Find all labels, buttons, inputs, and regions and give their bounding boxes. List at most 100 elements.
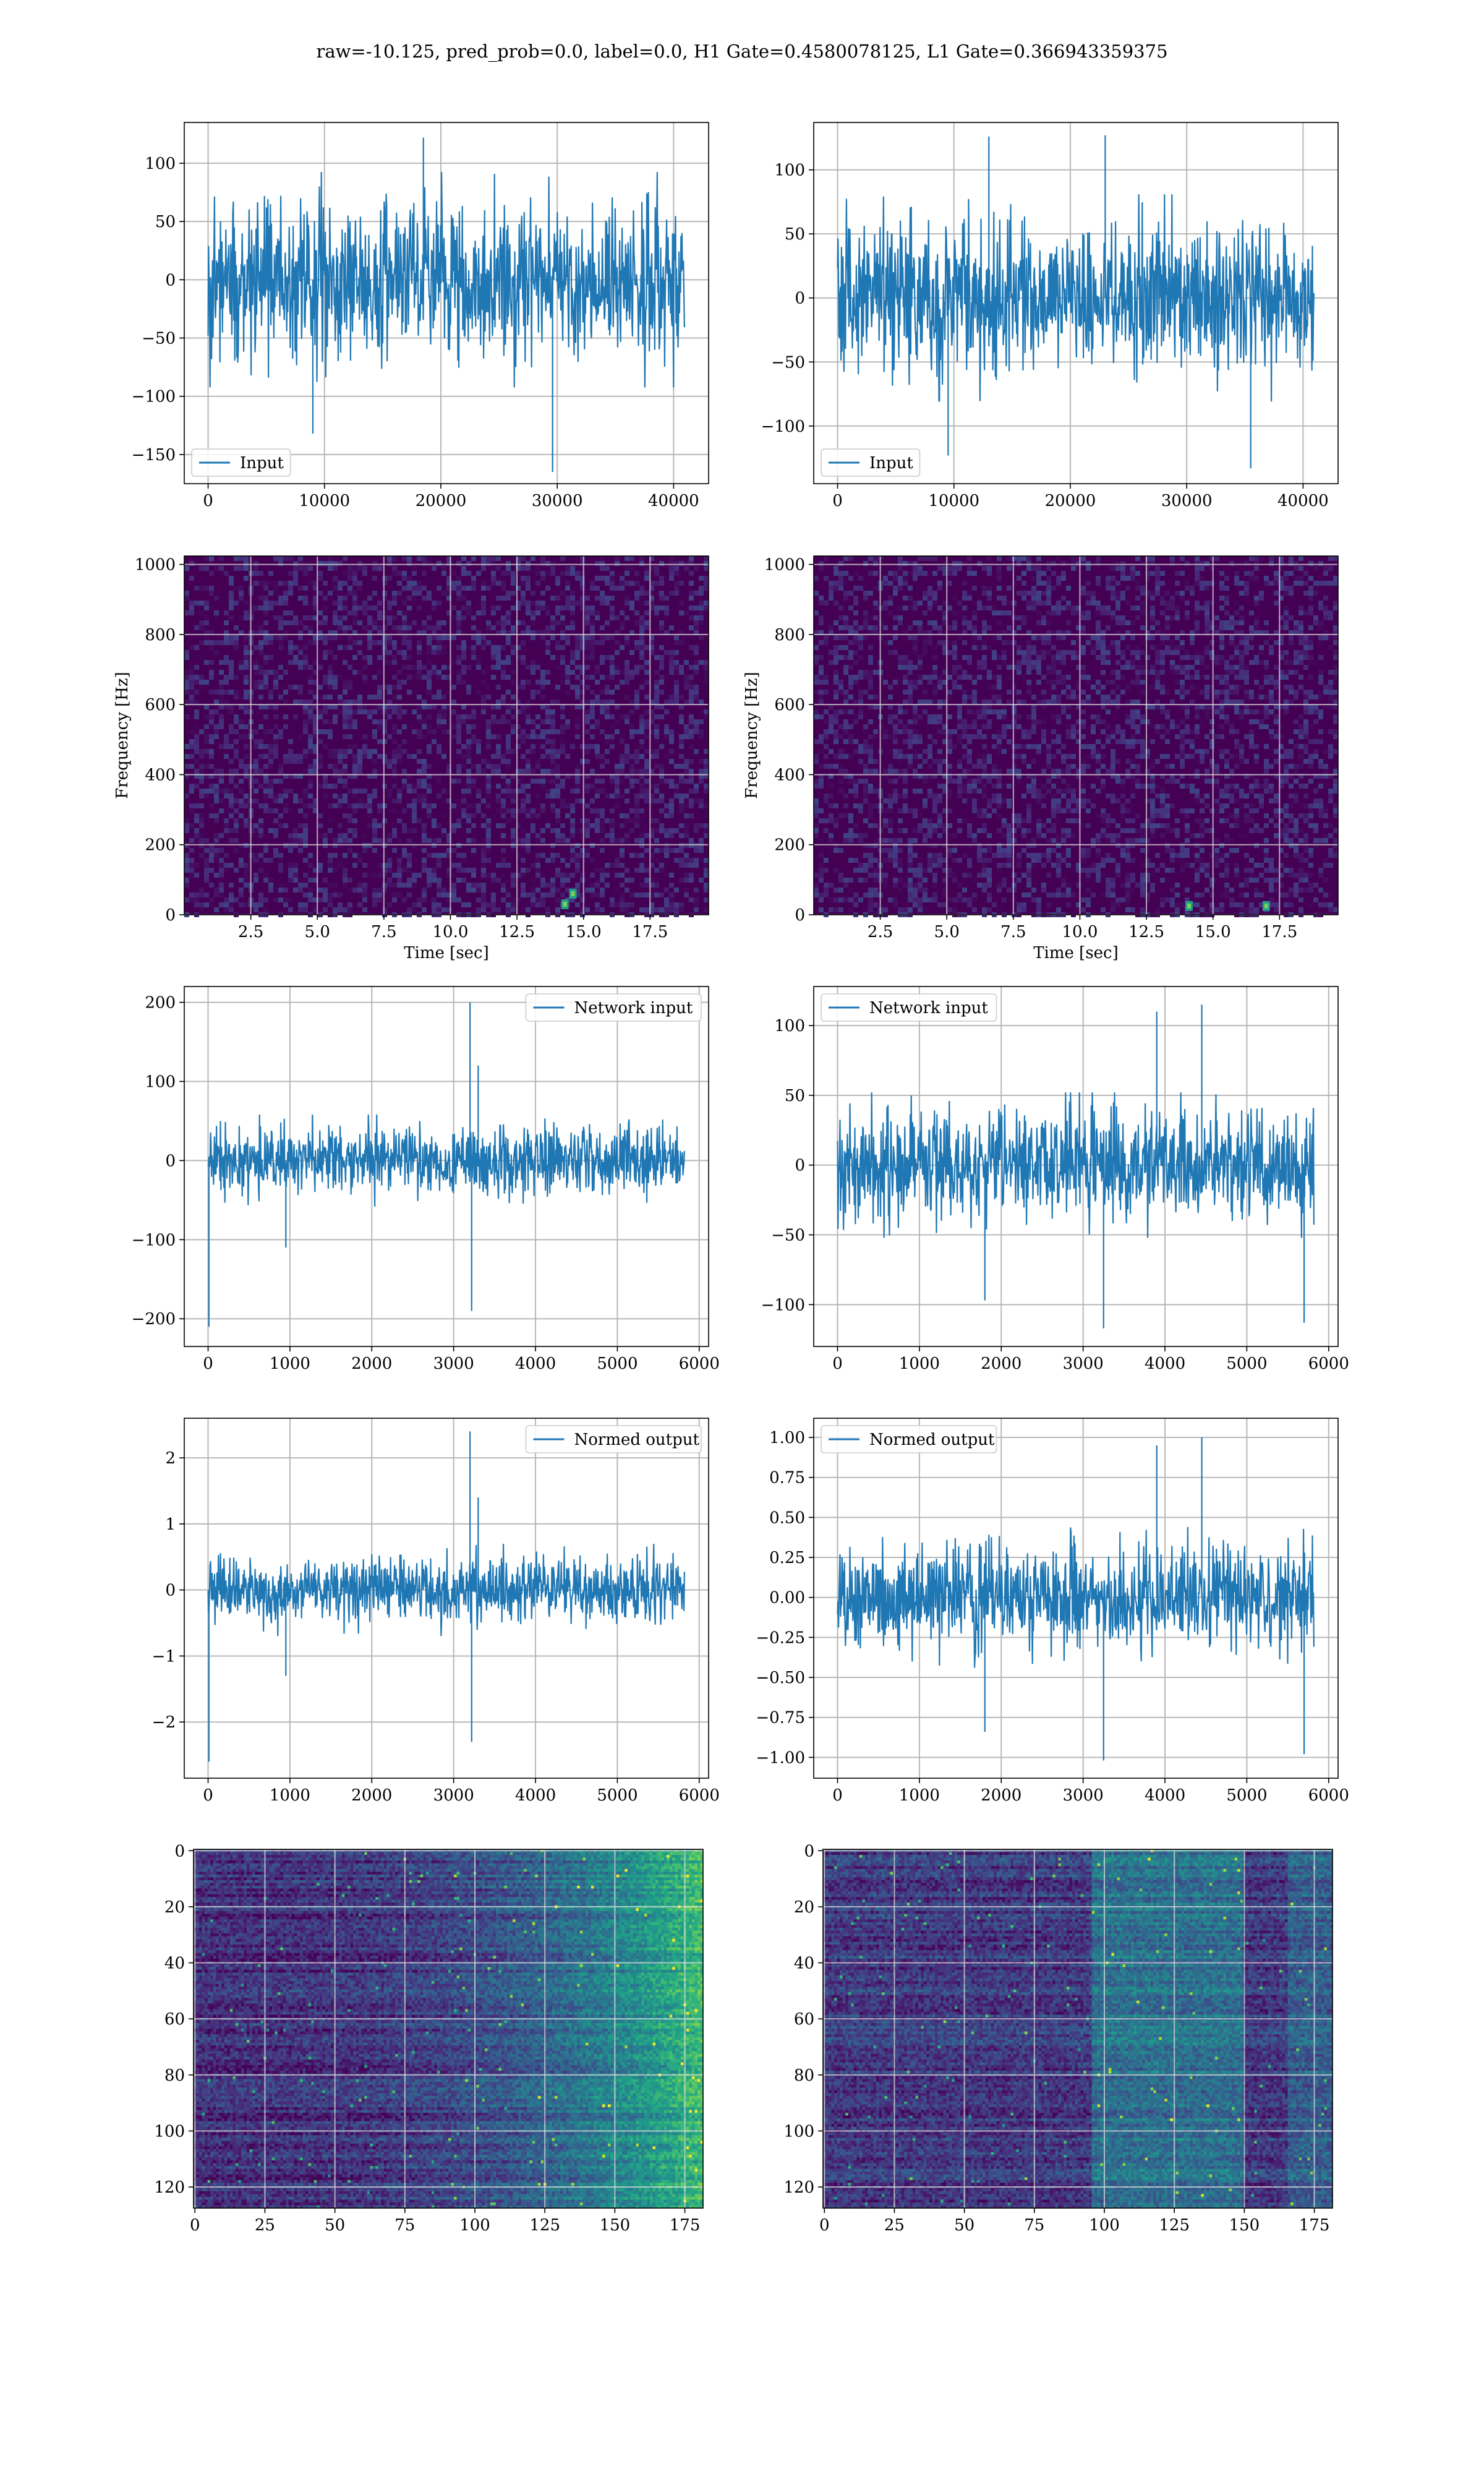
y-tick-label: 400 xyxy=(774,766,805,784)
x-tick-label: 5000 xyxy=(1226,1786,1267,1805)
heatmap-image xyxy=(823,1849,1333,2209)
x-tick-label: 1000 xyxy=(899,1786,940,1805)
x-tick-label: 2000 xyxy=(981,1786,1021,1805)
y-tick-label: 0 xyxy=(165,1152,176,1170)
x-tick-label: 2.5 xyxy=(868,923,893,941)
x-tick-label: 0 xyxy=(832,1786,843,1805)
x-tick-label: 3000 xyxy=(433,1355,474,1373)
y-tick-label: 400 xyxy=(145,766,176,784)
axes-frame xyxy=(813,1418,1339,1779)
y-tick-label: 0.00 xyxy=(769,1589,805,1607)
axes-frame xyxy=(813,986,1339,1347)
x-tick-label: 5000 xyxy=(597,1786,638,1805)
x-tick-label: 30000 xyxy=(532,492,583,510)
x-tick-label: 7.5 xyxy=(1000,923,1026,941)
series-line xyxy=(207,1543,685,1637)
y-tick-label: 800 xyxy=(774,626,805,644)
y-tick-label: −50 xyxy=(771,353,805,372)
input-h1-chart: 0 10000 20000 30000 40000 −150 −100 −50 0 50 100 In… xyxy=(132,122,709,510)
x-tick-label: 20000 xyxy=(1045,492,1096,510)
x-tick-label: 0 xyxy=(819,2216,830,2235)
x-tick-label: 5.0 xyxy=(934,923,960,941)
y-tick-label: 40 xyxy=(794,1954,814,1973)
y-tick-label: 0.50 xyxy=(769,1509,805,1527)
y-tick-label: 0 xyxy=(804,1842,814,1860)
y-tick-label: 0 xyxy=(165,906,176,925)
input-h1-svg: 0 10000 20000 30000 40000 −150 −100 −50 0 50 100 In… xyxy=(132,122,709,510)
heatmap-image xyxy=(194,1849,704,2209)
x-tick-label: 20000 xyxy=(416,492,467,510)
input-l1-svg: 0 10000 20000 30000 40000 −100 −50 0 50 100 Input xyxy=(761,122,1339,510)
x-tick-label: 3000 xyxy=(433,1786,474,1805)
y-tick-label: 0 xyxy=(795,906,805,925)
x-tick-label: 1000 xyxy=(270,1786,310,1805)
spectrogram-l1-chart: 2.5 5.0 7.5 10.0 12.5 15.0 17.5 0 200 400 600 800 10… xyxy=(743,555,1339,962)
legend-label: Input xyxy=(240,454,284,473)
normed-output-l1-chart: 0 1000 2000 3000 4000 5000 6000 −1.00 −0.75 −0.50… xyxy=(756,1418,1349,1805)
x-tick-label: 2000 xyxy=(981,1355,1021,1373)
x-tick-label: 100 xyxy=(1089,2216,1120,2235)
x-tick-label: 25 xyxy=(884,2216,905,2235)
network-input-l1-chart: 0 1000 2000 3000 4000 5000 6000 −100 −50 0 50 100 Ne… xyxy=(761,986,1349,1373)
net-l1-svg: 0 1000 2000 3000 4000 5000 6000 −100 −50 0 50 100 Ne… xyxy=(761,986,1349,1373)
feat-l1-svg: 0 25 50 75 100 125 150 175 0 20 40 60 80 100 120 xyxy=(783,1842,1333,2235)
norm-h1-svg: 0 1000 2000 3000 4000 5000 6000 −2 −1 0 1 2 Normed o… xyxy=(152,1418,720,1805)
x-tick-label: 100 xyxy=(459,2216,490,2235)
y-tick-label: 0 xyxy=(795,289,805,308)
x-tick-label: 40000 xyxy=(1277,492,1329,510)
x-tick-label: 75 xyxy=(1024,2216,1044,2235)
x-tick-label: 2000 xyxy=(351,1355,392,1373)
x-tick-label: 1000 xyxy=(899,1355,940,1373)
x-tick-label: 7.5 xyxy=(371,923,396,941)
y-tick-label: 50 xyxy=(785,1087,805,1105)
y-tick-label: 0.75 xyxy=(769,1469,805,1487)
y-tick-label: 100 xyxy=(154,2122,185,2141)
series-line xyxy=(207,1114,685,1207)
y-tick-label: −200 xyxy=(132,1310,176,1329)
y-tick-label: 60 xyxy=(164,2010,185,2029)
x-tick-label: 10000 xyxy=(299,492,350,510)
y-tick-label: −50 xyxy=(142,330,176,348)
feature-map-h1-chart: 0 25 50 75 100 125 150 175 0 20 40 60 80 100 120 xyxy=(154,1842,704,2235)
axes-frame xyxy=(813,555,1339,915)
y-tick-label: 1000 xyxy=(764,556,805,575)
y-tick-label: 100 xyxy=(774,161,805,180)
y-tick-label: 50 xyxy=(785,225,805,244)
x-axis-label: Time [sec] xyxy=(404,944,489,962)
y-tick-label: −1.00 xyxy=(756,1748,805,1767)
y-tick-label: 120 xyxy=(783,2178,814,2197)
net-h1-svg: 0 1000 2000 3000 4000 5000 6000 −200 −100 0 100 200… xyxy=(132,986,720,1373)
figure-title: raw=-10.125, pred_prob=0.0, label=0.0, H… xyxy=(0,41,1484,62)
y-tick-label: 0 xyxy=(165,1582,176,1600)
x-tick-label: 1000 xyxy=(270,1355,310,1373)
grid-lines xyxy=(823,1849,1333,2208)
y-tick-label: −0.25 xyxy=(756,1629,805,1647)
y-tick-label: 50 xyxy=(155,213,176,231)
y-tick-label: 80 xyxy=(164,2066,185,2085)
x-tick-label: 150 xyxy=(600,2216,631,2235)
x-tick-label: 3000 xyxy=(1063,1355,1104,1373)
axes-frame xyxy=(822,1849,1333,2209)
series-line xyxy=(837,1526,1315,1668)
axes-frame xyxy=(184,1418,709,1779)
y-tick-label: 0 xyxy=(174,1842,185,1860)
x-tick-label: 0 xyxy=(190,2216,200,2235)
x-tick-label: 75 xyxy=(394,2216,415,2235)
legend-label: Normed output xyxy=(869,1431,995,1449)
x-tick-label: 0 xyxy=(203,1786,213,1805)
x-tick-label: 17.5 xyxy=(1261,923,1297,941)
series-line xyxy=(837,194,1315,402)
legend: Normed output xyxy=(821,1425,997,1453)
y-tick-label: 100 xyxy=(145,155,176,173)
x-tick-label: 40000 xyxy=(648,492,699,510)
axes-frame xyxy=(184,122,709,484)
grid-lines xyxy=(814,556,1338,915)
x-tick-label: 17.5 xyxy=(632,923,668,941)
x-tick-label: 150 xyxy=(1229,2216,1260,2235)
x-tick-label: 50 xyxy=(325,2216,345,2235)
x-tick-label: 4000 xyxy=(1145,1786,1185,1805)
grid-lines xyxy=(814,1418,1338,1778)
x-tick-label: 4000 xyxy=(515,1786,556,1805)
x-tick-label: 175 xyxy=(1299,2216,1330,2235)
y-tick-label: 20 xyxy=(794,1898,814,1917)
